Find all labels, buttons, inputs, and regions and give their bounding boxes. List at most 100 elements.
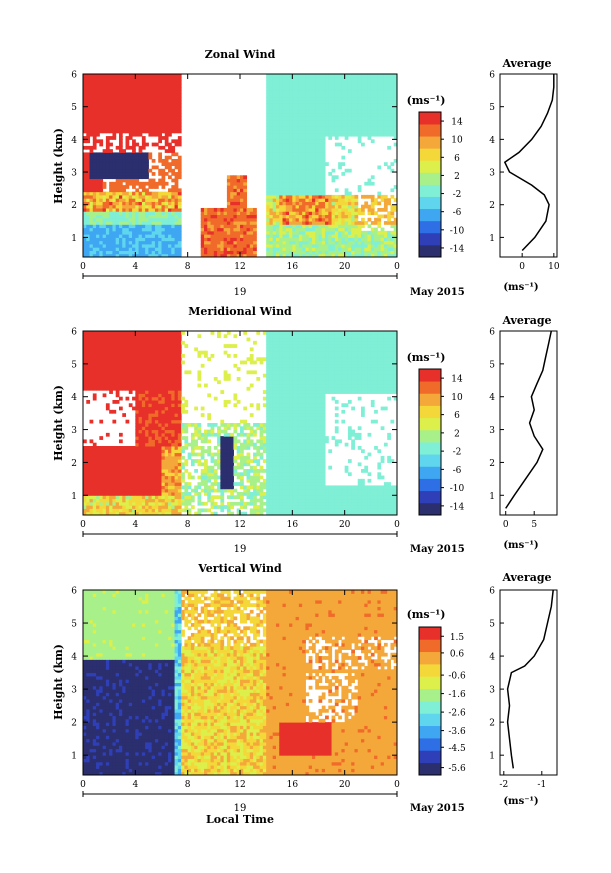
heatmap-cell <box>135 331 140 335</box>
heatmap-cell <box>315 77 319 82</box>
heatmap-cell <box>364 74 369 78</box>
heatmap-cell <box>122 478 127 483</box>
heatmap-cell <box>151 462 156 467</box>
heatmap-cell <box>338 116 342 121</box>
heatmap-cell <box>308 240 313 245</box>
heatmap-cell <box>171 103 176 108</box>
heatmap-cell <box>279 87 284 91</box>
heatmap-cell <box>305 168 310 173</box>
heatmap-cell <box>292 90 297 95</box>
heatmap-cell <box>96 162 100 166</box>
heatmap-cell <box>158 439 162 444</box>
heatmap-cell <box>164 165 169 170</box>
heatmap-cell <box>279 250 284 255</box>
heatmap-cell <box>315 74 319 78</box>
heatmap-cell <box>321 188 326 193</box>
heatmap-cell <box>158 201 162 206</box>
heatmap-cell <box>171 168 176 173</box>
heatmap-cell <box>151 126 156 131</box>
heatmap-cell <box>387 145 391 150</box>
heatmap-cell <box>158 380 162 385</box>
heatmap-cell <box>331 168 336 173</box>
heatmap-cell <box>115 201 120 206</box>
heatmap-cell <box>311 142 316 147</box>
heatmap-cell <box>135 175 140 180</box>
heatmap-cell <box>311 106 316 111</box>
heatmap-cell <box>161 400 166 404</box>
heatmap-cell <box>279 217 284 222</box>
heatmap-cell <box>357 109 362 114</box>
heatmap-cell <box>92 462 97 467</box>
heatmap-cell <box>370 100 375 104</box>
heatmap-cell <box>298 87 303 91</box>
heatmap-cell <box>230 243 234 248</box>
heatmap-cell <box>151 511 156 515</box>
heatmap-cell <box>102 162 107 166</box>
heatmap-cell <box>302 243 306 248</box>
heatmap-cell <box>102 172 107 176</box>
heatmap-cell <box>387 126 391 131</box>
heatmap-cell <box>374 100 378 104</box>
heatmap-cell <box>89 455 94 460</box>
heatmap-cell <box>295 207 300 212</box>
heatmap-cell <box>220 214 225 219</box>
heatmap-cell <box>213 253 218 257</box>
heatmap-cell <box>145 442 149 447</box>
heatmap-cell <box>125 175 130 180</box>
heatmap-cell <box>243 207 248 212</box>
heatmap-cell <box>125 334 130 339</box>
heatmap-cell <box>171 207 176 212</box>
heatmap-cell <box>266 155 270 160</box>
heatmap-cell <box>272 162 277 166</box>
heatmap-cell <box>105 459 110 463</box>
heatmap-cell <box>341 116 346 121</box>
heatmap-cell <box>168 191 172 196</box>
heatmap-cell <box>132 158 136 163</box>
heatmap-cell <box>92 230 97 235</box>
heatmap-cell <box>272 191 277 196</box>
heatmap-cell <box>83 181 87 186</box>
heatmap-cell <box>161 393 166 398</box>
heatmap-cell <box>321 149 326 153</box>
heatmap-cell <box>380 74 385 78</box>
heatmap-cell <box>325 87 329 91</box>
heatmap-cell <box>158 103 162 108</box>
heatmap-cell <box>154 442 159 447</box>
heatmap-cell <box>105 363 110 368</box>
heatmap-cell <box>285 116 290 121</box>
heatmap-cell <box>311 172 316 176</box>
heatmap-cell <box>92 380 97 385</box>
heatmap-cell <box>164 370 169 375</box>
heatmap-cell <box>89 185 94 189</box>
heatmap-cell <box>321 240 326 245</box>
heatmap-cell <box>132 370 136 375</box>
heatmap-cell <box>272 214 277 219</box>
heatmap-cell <box>164 475 169 480</box>
heatmap-cell <box>161 432 166 437</box>
heatmap-cell <box>275 172 280 176</box>
heatmap-cell <box>141 175 146 180</box>
heatmap-cell <box>83 511 87 515</box>
heatmap-cell <box>141 492 146 496</box>
heatmap-cell <box>351 100 355 104</box>
heatmap-cell <box>102 80 107 85</box>
heatmap-cell <box>243 250 248 255</box>
heatmap-cell <box>174 224 179 229</box>
heatmap-cell <box>128 495 133 500</box>
heatmap-cell <box>387 123 391 127</box>
heatmap-cell <box>112 198 117 202</box>
heatmap-cell <box>83 449 87 454</box>
heatmap-cell <box>177 106 182 111</box>
heatmap-cell <box>112 103 117 108</box>
heatmap-cell <box>89 93 94 98</box>
heatmap-cell <box>83 354 87 358</box>
heatmap-cell <box>105 377 110 381</box>
heatmap-cell <box>204 234 208 238</box>
heatmap-cell <box>370 175 375 180</box>
heatmap-cell <box>275 152 280 157</box>
heatmap-cell <box>374 237 378 242</box>
heatmap-cell <box>115 106 120 111</box>
heatmap-cell <box>351 96 355 101</box>
heatmap-cell <box>99 340 104 345</box>
heatmap-cell <box>154 396 159 401</box>
